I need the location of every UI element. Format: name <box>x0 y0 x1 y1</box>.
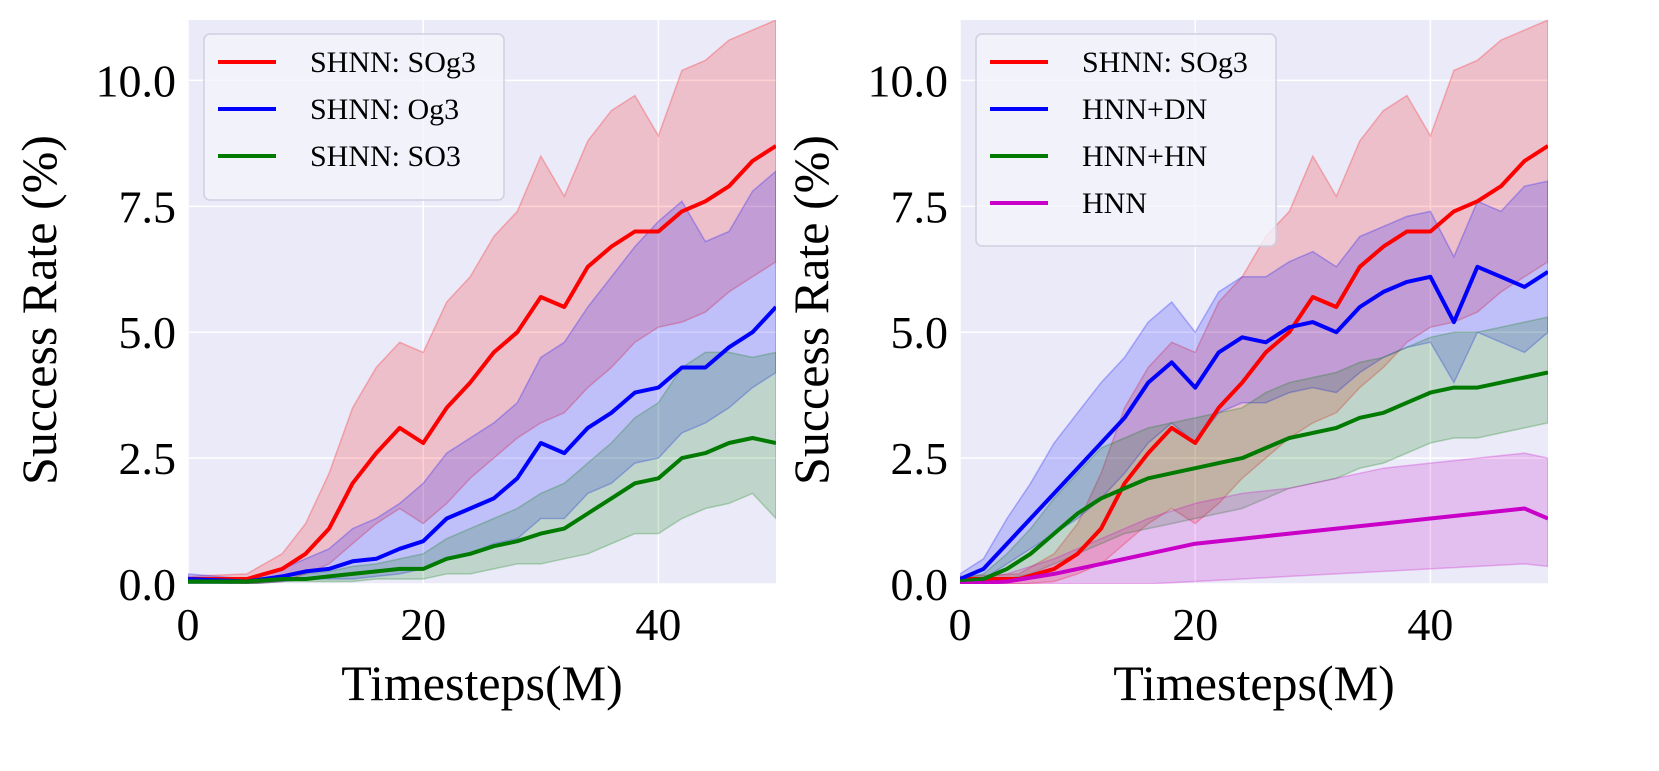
legend: SHNN: SOg3 HNN+DN HNN+HN HNN <box>975 33 1277 247</box>
y-tick-label: 10.0 <box>868 55 949 106</box>
y-tick-label: 7.5 <box>119 181 177 232</box>
series-layer <box>960 20 1548 584</box>
x-axis-title: Timesteps(M) <box>1113 655 1395 711</box>
legend-label: SHNN: SOg3 <box>1082 46 1248 79</box>
y-tick-label: 10.0 <box>96 55 177 106</box>
y-tick-label: 2.5 <box>891 433 949 484</box>
gridlines <box>187 20 776 585</box>
y-tick-label: 5.0 <box>891 307 949 358</box>
x-axis-title: Timesteps(M) <box>341 655 623 711</box>
confidence-band-series-0 <box>960 20 1548 584</box>
mean-line-series-3 <box>960 506 1548 584</box>
y-tick-label: 7.5 <box>891 181 949 232</box>
x-tick-label: 40 <box>1407 599 1453 650</box>
legend: SHNN: SOg3 SHNN: Og3 SHNN: SO3 <box>203 33 505 201</box>
x-tick-label: 0 <box>177 599 200 650</box>
mean-line-series-2 <box>188 436 776 584</box>
mean-line-series-2 <box>960 370 1548 584</box>
legend-label: SHNN: SO3 <box>310 140 461 173</box>
confidence-band-series-3 <box>960 452 1548 584</box>
x-tick-label: 0 <box>949 599 972 650</box>
y-axis-title: Success Rate (%) <box>11 135 67 485</box>
legend-label: SHNN: Og3 <box>310 93 459 126</box>
legend-label: HNN+DN <box>1082 93 1207 126</box>
legend-label: HNN <box>1082 187 1147 220</box>
confidence-band-series-0 <box>188 20 776 584</box>
confidence-band-series-2 <box>188 351 776 584</box>
x-tick-label: 20 <box>400 599 446 650</box>
confidence-band-series-1 <box>960 180 1548 583</box>
legend-label: HNN+HN <box>1082 140 1207 173</box>
legend-label: SHNN: SOg3 <box>310 46 476 79</box>
mean-line-series-1 <box>188 305 776 584</box>
series-layer <box>188 20 776 584</box>
confidence-band-series-1 <box>188 170 776 584</box>
y-tick-label: 0.0 <box>119 559 177 610</box>
y-tick-label: 2.5 <box>119 433 177 484</box>
legend-box <box>975 33 1277 247</box>
mean-line-series-0 <box>188 144 776 581</box>
x-tick-label: 40 <box>635 599 681 650</box>
mean-line-series-1 <box>960 264 1548 581</box>
y-axis-title: Success Rate (%) <box>783 135 839 485</box>
y-tick-label: 0.0 <box>891 559 949 610</box>
mean-line-series-0 <box>960 144 1548 581</box>
x-tick-label: 20 <box>1172 599 1218 650</box>
legend-box <box>203 33 505 201</box>
y-tick-label: 5.0 <box>119 307 177 358</box>
